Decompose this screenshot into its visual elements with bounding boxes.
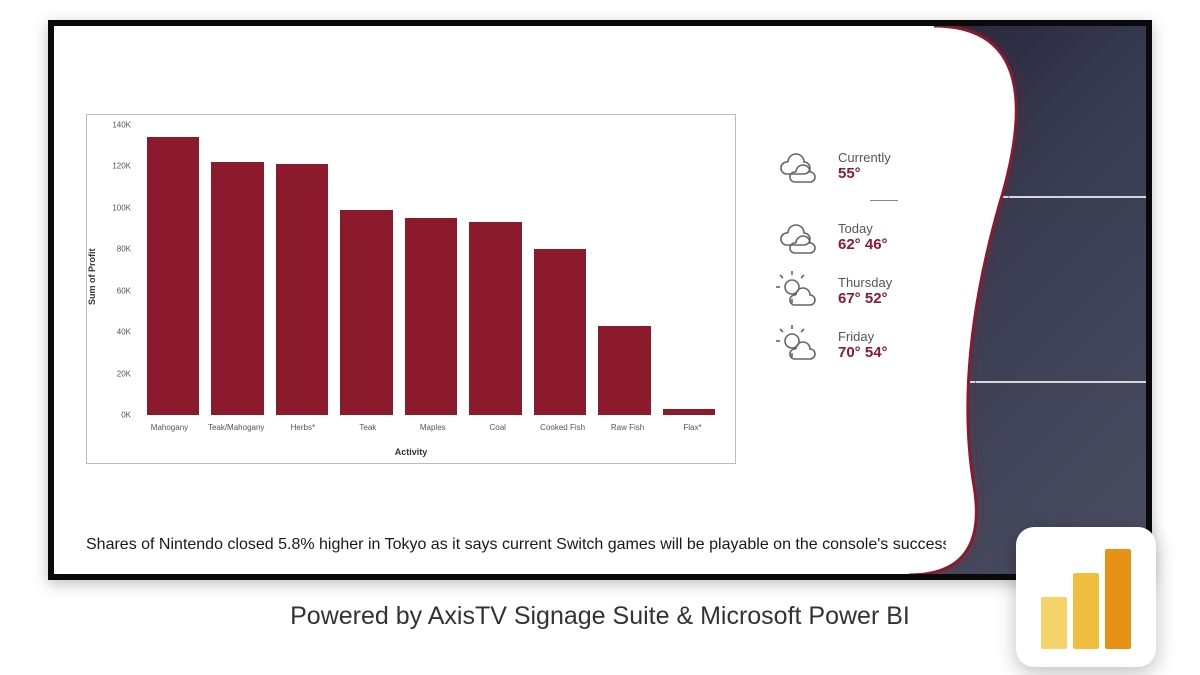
chart-yaxis: 0K20K40K60K80K100K120K140K	[87, 125, 135, 415]
cloudy-icon	[774, 217, 822, 257]
chart-xtick: Flax*	[666, 423, 719, 437]
chart-xtitle: Activity	[87, 447, 735, 457]
clock-time: 12:30 PM	[86, 38, 274, 70]
chart-xtick: Raw Fish	[601, 423, 654, 437]
chart-bar	[276, 164, 328, 415]
chart-bar	[147, 137, 199, 415]
partly-sunny-icon	[774, 271, 822, 311]
clock-area: 12:30 PM Wednesday, November 6	[86, 38, 274, 90]
weather-day-label: Thursday	[838, 275, 892, 290]
signage-display: 12:30 PM Wednesday, November 6 FULLINGHA…	[48, 20, 1152, 580]
weather-day-label: Friday	[838, 329, 888, 344]
weather-panel: Currently 55° Today62° 46° Thursday67° 52…	[774, 146, 964, 379]
chart-xtick: Mahogany	[143, 423, 196, 437]
weather-current-temp: 55°	[838, 165, 891, 182]
weather-day-label: Today	[838, 221, 888, 236]
chart-bar	[405, 218, 457, 415]
powerbi-bar-icon	[1041, 597, 1067, 649]
chart-bar	[340, 210, 392, 415]
chart-xtick: Teak	[341, 423, 394, 437]
chart-ytick: 0K	[121, 411, 131, 420]
chart-xtick: Teak/Mahogany	[208, 423, 264, 437]
chart-bar	[211, 162, 263, 415]
clock-date: Wednesday, November 6	[86, 70, 274, 90]
partly-sunny-icon	[774, 325, 822, 365]
chart-xtick: Herbs*	[276, 423, 329, 437]
chart-xlabels: Mahogany Teak/Mahogany Herbs* Teak Maples Coa…	[137, 423, 725, 437]
chart-ytick: 40K	[117, 328, 131, 337]
weather-forecast-item: Friday70° 54°	[774, 325, 964, 365]
weather-day-temps: 62° 46°	[838, 236, 888, 253]
globe-logo-icon	[811, 44, 871, 94]
weather-forecast-item: Today62° 46°	[774, 217, 964, 257]
chart-bar	[663, 409, 715, 415]
brand-name: FULLINGHAM GROUP	[512, 55, 797, 83]
chart-ytick: 120K	[112, 162, 131, 171]
brand-area: FULLINGHAM GROUP	[512, 44, 871, 94]
powerbi-badge-icon	[1016, 527, 1156, 667]
screen: 12:30 PM Wednesday, November 6 FULLINGHA…	[54, 26, 1146, 574]
weather-day-temps: 70° 54°	[838, 344, 888, 361]
powerbi-bar-icon	[1073, 573, 1099, 649]
chart-bar	[534, 249, 586, 415]
weather-divider	[870, 200, 898, 201]
weather-current-label: Currently	[838, 150, 891, 165]
chart-ytick: 80K	[117, 245, 131, 254]
chart-ytick: 20K	[117, 369, 131, 378]
chart-ytick: 60K	[117, 286, 131, 295]
chart-xtick: Cooked Fish	[536, 423, 589, 437]
chart-xtick: Maples	[406, 423, 459, 437]
chart-bar	[469, 222, 521, 415]
weather-current: Currently 55°	[774, 146, 964, 186]
weather-forecast-item: Thursday67° 52°	[774, 271, 964, 311]
chart-bar	[598, 326, 650, 415]
chart-xtick: Coal	[471, 423, 524, 437]
weather-day-temps: 67° 52°	[838, 290, 892, 307]
news-ticker: Shares of Nintendo closed 5.8% higher in…	[86, 536, 946, 554]
profit-bar-chart: Sum of Profit 0K20K40K60K80K100K120K140K…	[86, 114, 736, 464]
chart-ytick: 140K	[112, 121, 131, 130]
chart-ytick: 100K	[112, 203, 131, 212]
cloudy-icon	[774, 146, 822, 186]
chart-bars	[137, 125, 725, 415]
powerbi-bar-icon	[1105, 549, 1131, 649]
